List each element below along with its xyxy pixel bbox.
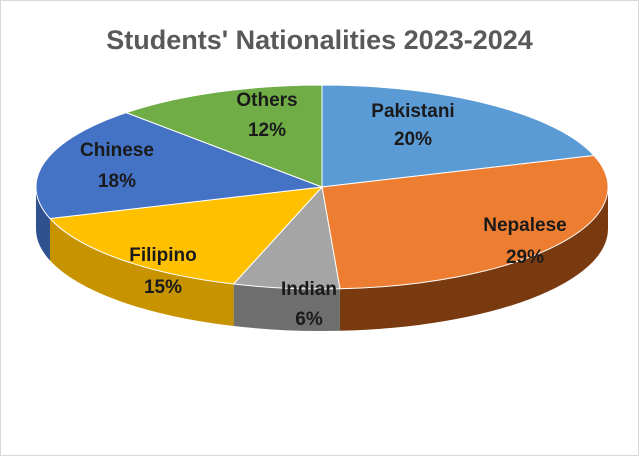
slice-value-others: 12%	[248, 120, 286, 141]
slice-value-indian: 6%	[295, 309, 323, 330]
slice-label-pakistani: Pakistani	[371, 101, 454, 122]
pie-slice-others	[124, 84, 323, 188]
slice-label-indian: Indian	[281, 279, 337, 300]
slice-value-chinese: 18%	[98, 171, 136, 192]
slice-label-chinese: Chinese	[80, 140, 154, 161]
slice-label-filipino: Filipino	[129, 245, 197, 266]
pie-top-layer	[35, 84, 609, 290]
pie-side-chinese	[36, 187, 50, 261]
pie-side-indian	[233, 284, 340, 332]
pie-slice-chinese	[35, 112, 323, 220]
slice-value-nepalese: 29%	[506, 247, 544, 268]
slice-label-others: Others	[236, 90, 297, 111]
slice-value-pakistani: 20%	[394, 129, 432, 150]
pie-slice-pakistani	[321, 84, 596, 188]
pie-slice-nepalese	[321, 154, 609, 290]
pie-labels-layer: Pakistani 20% Nepalese 29% Indian 6% Filipino 1…	[80, 90, 567, 330]
pie-slice-filipino	[48, 186, 324, 285]
slice-label-nepalese: Nepalese	[483, 215, 566, 236]
chart-title: Students' Nationalities 2023-2024	[106, 25, 533, 55]
pie-side-nepalese	[339, 187, 608, 331]
pie-side-filipino	[49, 218, 234, 327]
slice-value-filipino: 15%	[144, 277, 182, 298]
pie-side-layer	[36, 187, 608, 332]
